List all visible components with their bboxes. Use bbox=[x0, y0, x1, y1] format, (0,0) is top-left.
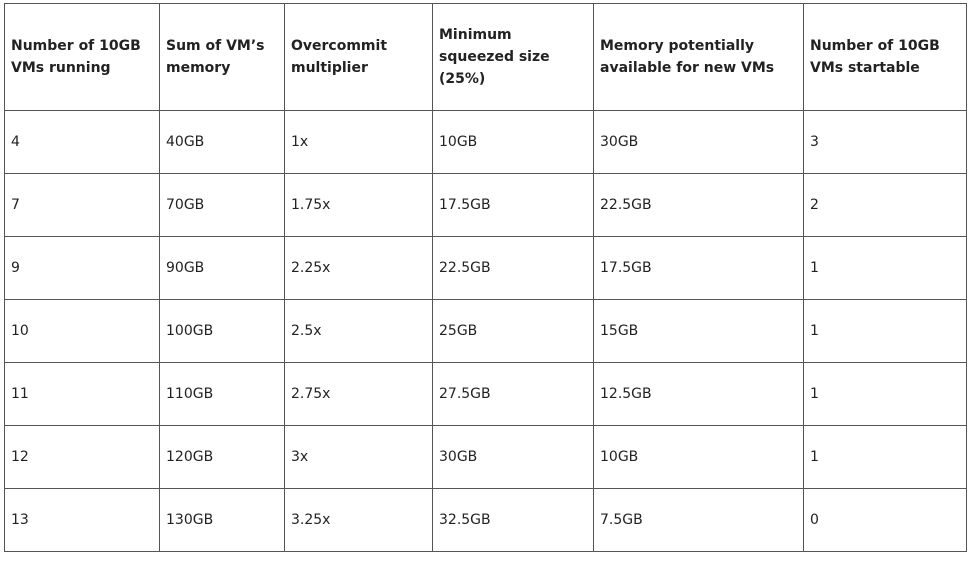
table-cell: 2.25x bbox=[284, 236, 433, 300]
header-cell: Minimum squeezed size (25%) bbox=[432, 3, 594, 111]
table-cell: 9 bbox=[4, 236, 160, 300]
table-row: 9 90GB 2.25x 22.5GB 17.5GB 1 bbox=[4, 236, 967, 300]
table-cell: 1 bbox=[803, 362, 967, 426]
header-cell: Number of 10GB VMs startable bbox=[803, 3, 967, 111]
table-cell: 3x bbox=[284, 425, 433, 489]
table-cell: 22.5GB bbox=[432, 236, 594, 300]
table-cell: 1 bbox=[803, 425, 967, 489]
table-cell: 15GB bbox=[593, 299, 804, 363]
table-body: 4 40GB 1x 10GB 30GB 3 7 70GB 1.75x 17.5GB 22.5GB 2 9… bbox=[4, 110, 967, 552]
header-text: (25%) bbox=[439, 71, 486, 87]
table-row: 11 110GB 2.75x 27.5GB 12.5GB 1 bbox=[4, 362, 967, 426]
table-cell: 120GB bbox=[159, 425, 285, 489]
table-row: 7 70GB 1.75x 17.5GB 22.5GB 2 bbox=[4, 173, 967, 237]
table-cell: 40GB bbox=[159, 110, 285, 174]
header-text: Number of 10GB bbox=[810, 38, 940, 54]
table-cell: 7.5GB bbox=[593, 488, 804, 552]
table-cell: 3 bbox=[803, 110, 967, 174]
table-cell: 11 bbox=[4, 362, 160, 426]
table-cell: 32.5GB bbox=[432, 488, 594, 552]
table-cell: 2.5x bbox=[284, 299, 433, 363]
table-cell: 70GB bbox=[159, 173, 285, 237]
header-cell: Memory potentially available for new VMs bbox=[593, 3, 804, 111]
table-cell: 25GB bbox=[432, 299, 594, 363]
header-text: Sum of VM’s bbox=[166, 38, 265, 54]
header-text: VMs startable bbox=[810, 60, 920, 76]
table-cell: 1x bbox=[284, 110, 433, 174]
table-cell: 27.5GB bbox=[432, 362, 594, 426]
table-cell: 10GB bbox=[593, 425, 804, 489]
table-cell: 10 bbox=[4, 299, 160, 363]
table-cell: 100GB bbox=[159, 299, 285, 363]
header-text: VMs running bbox=[11, 60, 111, 76]
header-text: available for new VMs bbox=[600, 60, 775, 76]
table-cell: 1.75x bbox=[284, 173, 433, 237]
header-cell: Sum of VM’s memory bbox=[159, 3, 285, 111]
table-row: 13 130GB 3.25x 32.5GB 7.5GB 0 bbox=[4, 488, 967, 552]
table-cell: 10GB bbox=[432, 110, 594, 174]
table-cell: 12 bbox=[4, 425, 160, 489]
header-text: memory bbox=[166, 60, 231, 76]
table-row: 12 120GB 3x 30GB 10GB 1 bbox=[4, 425, 967, 489]
table-cell: 90GB bbox=[159, 236, 285, 300]
table-row: 4 40GB 1x 10GB 30GB 3 bbox=[4, 110, 967, 174]
table-cell: 17.5GB bbox=[432, 173, 594, 237]
table-row: 10 100GB 2.5x 25GB 15GB 1 bbox=[4, 299, 967, 363]
header-text: Memory potentially bbox=[600, 38, 754, 54]
header-text: multiplier bbox=[291, 60, 368, 76]
table-cell: 130GB bbox=[159, 488, 285, 552]
table-cell: 0 bbox=[803, 488, 967, 552]
table-cell: 22.5GB bbox=[593, 173, 804, 237]
header-text: Overcommit bbox=[291, 38, 388, 54]
table-cell: 3.25x bbox=[284, 488, 433, 552]
table-cell: 13 bbox=[4, 488, 160, 552]
table-cell: 1 bbox=[803, 236, 967, 300]
table-cell: 2 bbox=[803, 173, 967, 237]
table-cell: 7 bbox=[4, 173, 160, 237]
header-cell: Overcommit multiplier bbox=[284, 3, 433, 111]
table-cell: 1 bbox=[803, 299, 967, 363]
table-header: Number of 10GB VMs running Sum of VM’s memo… bbox=[4, 3, 967, 111]
table-cell: 2.75x bbox=[284, 362, 433, 426]
table-cell: 30GB bbox=[593, 110, 804, 174]
header-text: Number of 10GB bbox=[11, 38, 141, 54]
table-cell: 12.5GB bbox=[593, 362, 804, 426]
header-text: Minimum bbox=[439, 27, 512, 43]
table-cell: 17.5GB bbox=[593, 236, 804, 300]
header-cell: Number of 10GB VMs running bbox=[4, 3, 160, 111]
header-text: squeezed size bbox=[439, 49, 550, 65]
table-cell: 4 bbox=[4, 110, 160, 174]
data-table: Number of 10GB VMs running Sum of VM’s memo… bbox=[4, 3, 967, 552]
table-cell: 110GB bbox=[159, 362, 285, 426]
table-cell: 30GB bbox=[432, 425, 594, 489]
header-row: Number of 10GB VMs running Sum of VM’s memo… bbox=[4, 3, 967, 111]
